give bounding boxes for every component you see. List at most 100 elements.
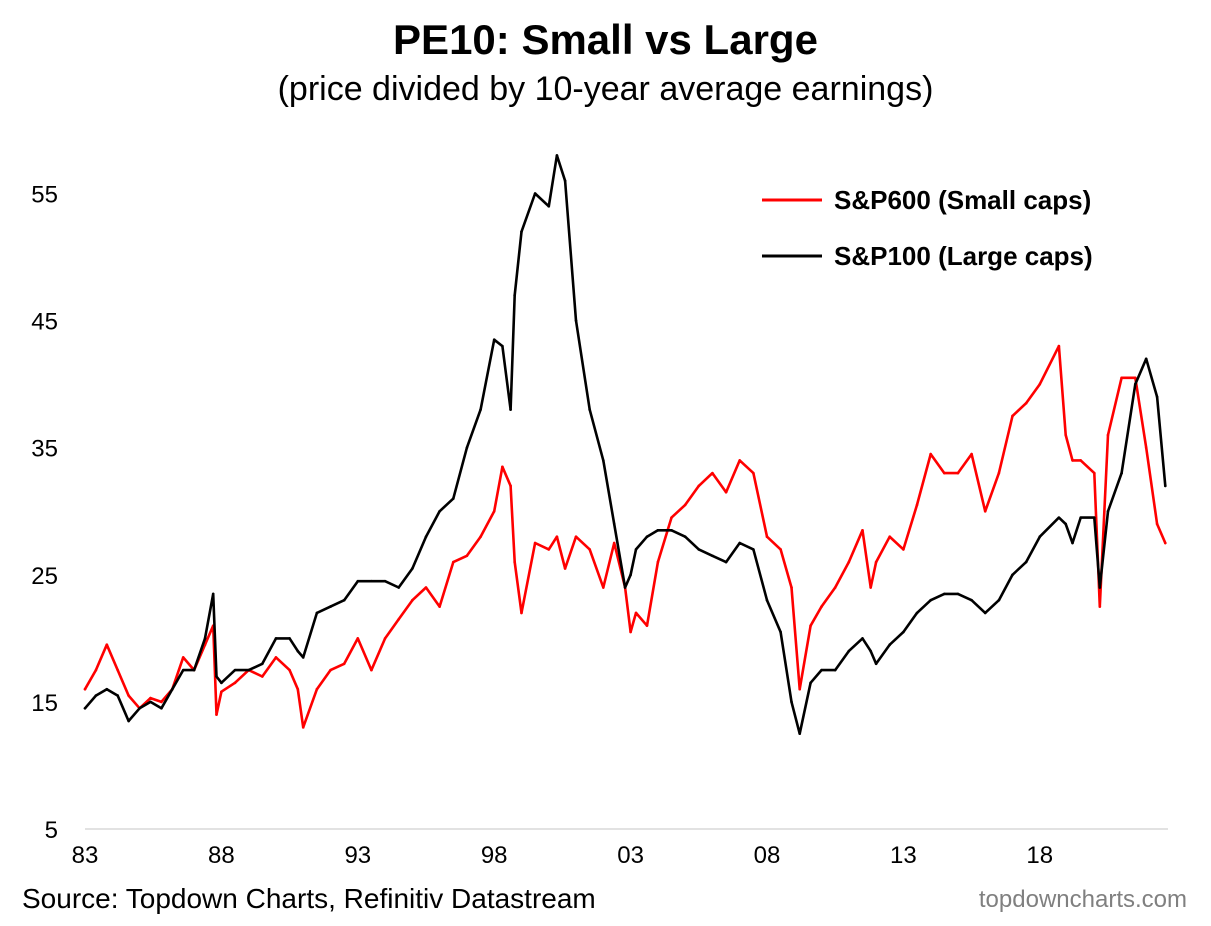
data-point <box>274 656 278 659</box>
data-point <box>315 611 319 615</box>
data-point <box>296 687 300 691</box>
data-point <box>233 681 237 685</box>
data-point <box>533 541 537 545</box>
data-point <box>1133 382 1137 386</box>
data-point <box>1120 376 1123 380</box>
data-point <box>943 592 946 596</box>
data-point <box>563 567 567 570</box>
y-tick-label: 25 <box>31 563 58 590</box>
data-point <box>612 522 616 526</box>
data-point <box>370 579 373 583</box>
data-point <box>116 668 120 672</box>
data-point <box>1011 414 1014 418</box>
data-point <box>874 662 878 666</box>
data-point <box>203 637 207 640</box>
data-point <box>160 700 163 704</box>
data-point <box>1093 516 1096 519</box>
data-point <box>1079 459 1083 462</box>
data-point <box>588 408 591 411</box>
data-point <box>424 586 428 589</box>
data-point <box>888 643 892 647</box>
data-point <box>383 637 387 640</box>
data-point <box>127 719 130 723</box>
data-point <box>861 529 864 532</box>
data-point <box>370 668 373 672</box>
data-point <box>181 656 185 659</box>
data-point <box>670 516 673 519</box>
data-point <box>465 554 469 558</box>
data-point <box>1144 357 1148 361</box>
data-point <box>997 598 1001 602</box>
data-point <box>902 630 905 634</box>
data-point <box>329 605 332 608</box>
data-point <box>220 690 223 694</box>
data-point <box>451 560 455 564</box>
y-tick-label: 55 <box>31 182 58 209</box>
data-point <box>943 471 946 475</box>
series-group-2 <box>83 154 1167 736</box>
data-point <box>1163 541 1167 545</box>
data-point <box>1064 522 1068 526</box>
data-point <box>1106 433 1110 437</box>
data-point <box>397 618 401 621</box>
data-point <box>820 605 823 608</box>
data-point <box>274 637 278 640</box>
data-point <box>697 484 701 488</box>
data-point <box>1106 509 1110 513</box>
data-point <box>1024 560 1028 564</box>
data-point <box>94 694 98 697</box>
data-point <box>983 509 987 513</box>
data-point <box>915 503 919 507</box>
data-point <box>438 509 441 513</box>
watermark: topdowncharts.com <box>978 886 1187 913</box>
data-point <box>520 230 523 233</box>
chart-legend: S&P600 (Small caps) S&P100 (Large caps) <box>762 185 1093 271</box>
data-point <box>247 668 250 672</box>
data-point <box>356 637 360 640</box>
data-point <box>479 535 482 538</box>
chart-series-layer <box>83 154 1167 736</box>
data-point <box>612 541 616 545</box>
data-point <box>288 668 291 672</box>
data-point <box>1057 344 1061 348</box>
data-point <box>479 408 482 411</box>
data-point <box>765 535 769 538</box>
data-point <box>215 713 218 716</box>
data-point <box>629 630 632 634</box>
data-point <box>711 471 714 475</box>
data-point <box>970 452 973 456</box>
chart-subtitle: (price divided by 10-year average earnin… <box>277 70 934 108</box>
data-point <box>1120 471 1123 475</box>
data-point <box>501 465 504 469</box>
data-point <box>888 535 892 538</box>
data-point <box>683 535 687 538</box>
data-point <box>1038 382 1042 386</box>
data-point <box>105 687 109 691</box>
data-point <box>160 706 163 710</box>
data-point <box>574 319 578 322</box>
data-point <box>547 548 551 551</box>
data-point <box>869 586 872 589</box>
data-point <box>342 598 346 602</box>
source-note: Source: Topdown Charts, Refinitiv Datast… <box>22 883 596 914</box>
data-point <box>929 598 932 602</box>
data-point <box>847 560 851 564</box>
data-point <box>724 560 728 564</box>
data-point <box>451 497 455 500</box>
data-point <box>356 579 360 583</box>
x-tick-label: 18 <box>1026 842 1053 869</box>
data-point <box>656 560 660 564</box>
data-point <box>874 560 878 564</box>
data-point <box>790 700 793 704</box>
data-point <box>1071 459 1074 462</box>
data-point <box>563 179 567 183</box>
data-point <box>779 630 782 634</box>
legend-label-2: S&P100 (Large caps) <box>834 241 1093 271</box>
data-point <box>869 649 872 653</box>
data-point <box>798 732 802 735</box>
data-point <box>315 687 319 691</box>
data-point <box>752 471 755 475</box>
data-point <box>724 490 728 494</box>
data-point <box>670 529 673 532</box>
